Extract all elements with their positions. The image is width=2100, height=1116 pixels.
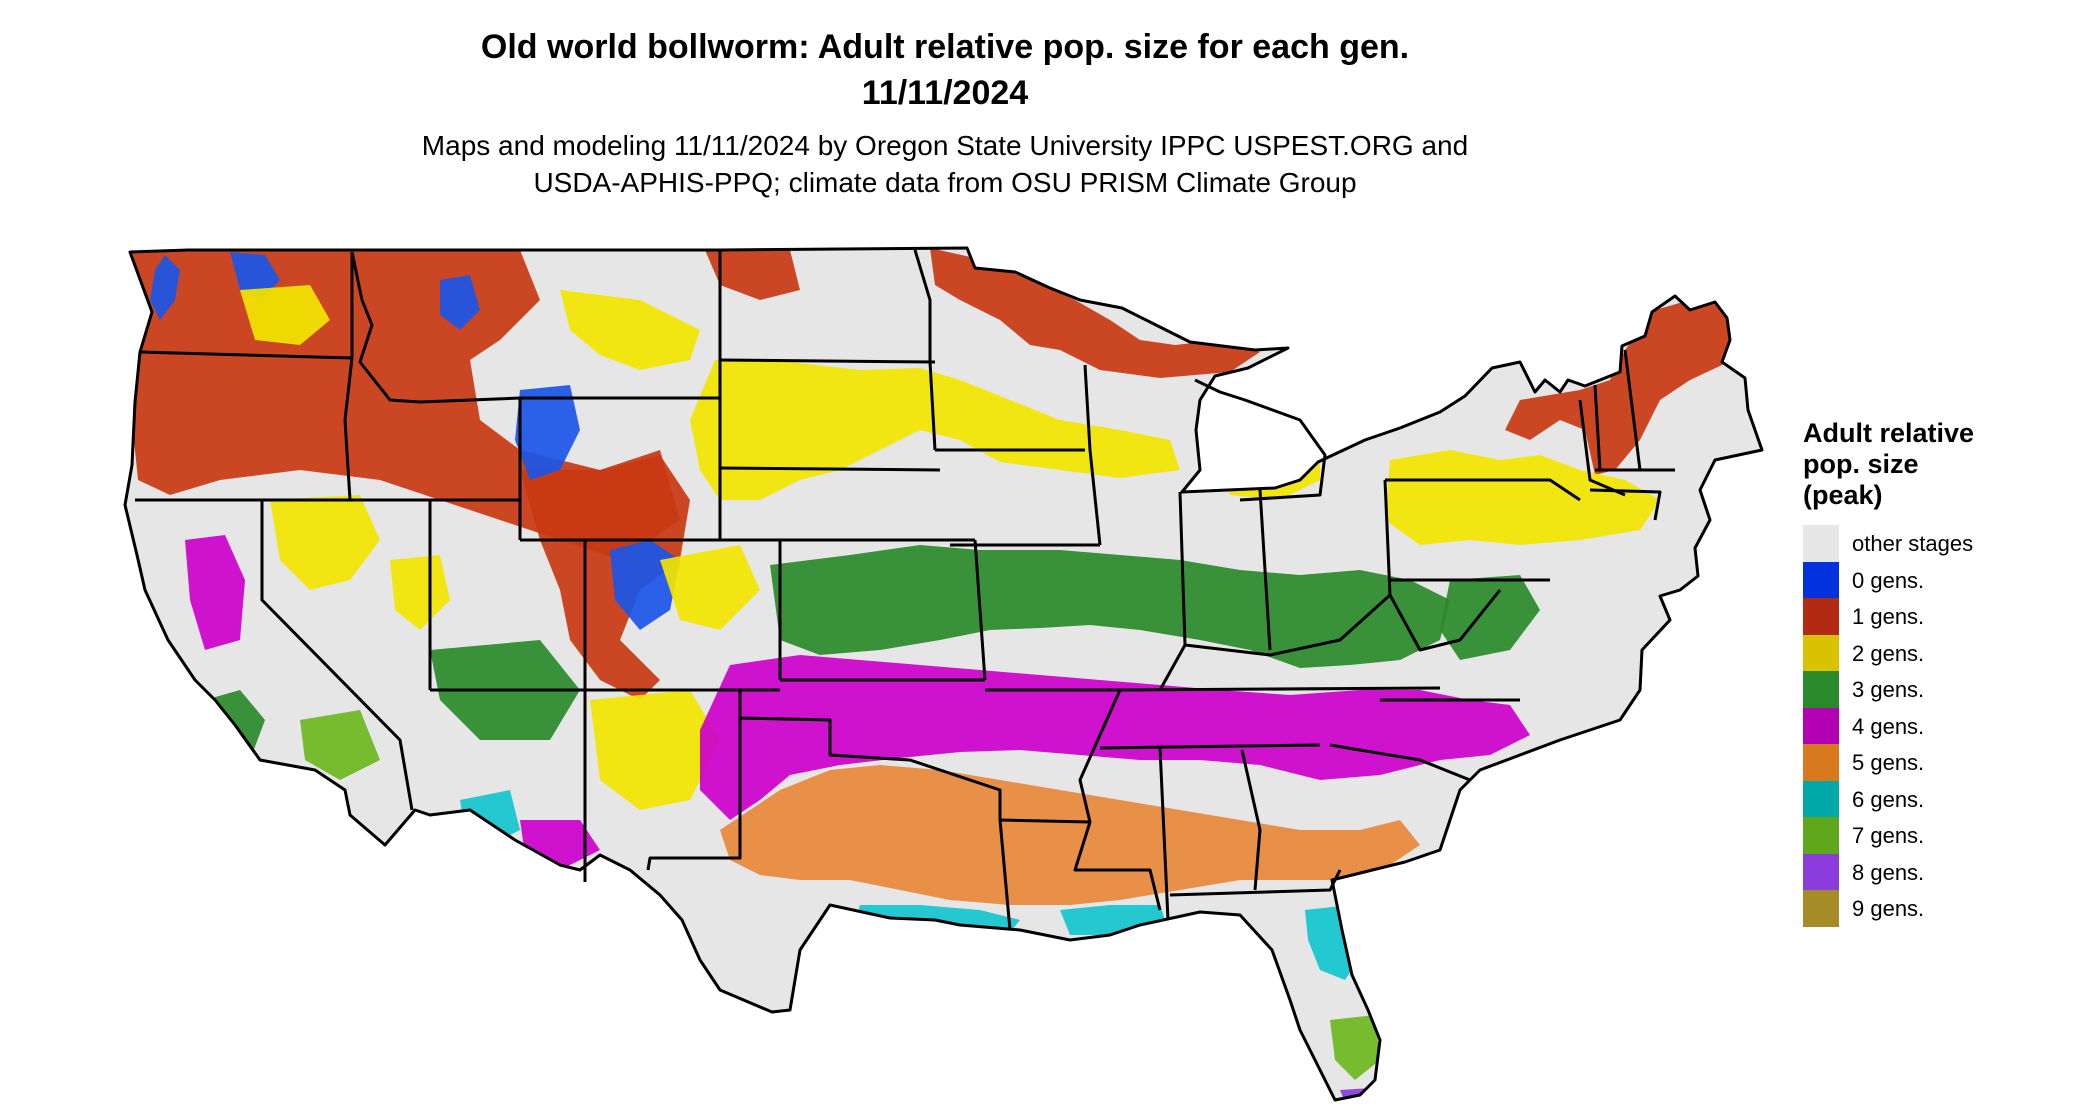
legend-swatch (1803, 890, 1839, 927)
zone-2-gen-washington (240, 285, 330, 345)
legend-item: 0 gens. (1803, 561, 1974, 598)
border-in-oh (1258, 489, 1272, 651)
border-oh-pa (1383, 479, 1392, 596)
legend-label: 3 gens. (1852, 677, 1925, 702)
border-mo-ks (973, 539, 987, 681)
legend-swatch (1803, 853, 1839, 890)
legend-swatch (1803, 744, 1839, 781)
legend-label: 6 gens. (1852, 786, 1925, 812)
legend-item: 6 gens. (1803, 780, 1974, 817)
legend-swatch (1803, 634, 1839, 671)
border-vt-nh (1593, 384, 1602, 471)
legend-label: 8 gens. (1852, 859, 1925, 885)
border-mi-lower (1194, 378, 1327, 502)
legend-swatch (1803, 525, 1839, 562)
legend-item: 4 gens. (1803, 707, 1974, 744)
border-nm-tx (646, 690, 742, 871)
legend-label: 1 gens. (1852, 604, 1925, 629)
zone-3-gen-virginia (1440, 575, 1540, 660)
legend-swatch (1803, 780, 1839, 817)
border-mn-west (913, 249, 937, 451)
subtitle-line-1: Maps and modeling 11/11/2024 by Oregon S… (421, 130, 1469, 161)
zone-2-gen-new-mexico (590, 690, 720, 810)
subtitle-line-2: USDA-APHIS-PPQ; climate data from OSU PR… (533, 167, 1357, 198)
border-nh-me (1623, 349, 1642, 471)
legend-item: 5 gens. (1803, 744, 1974, 781)
zone-7-gen-california-south (300, 710, 380, 780)
legend-swatch (1803, 561, 1839, 598)
map-title: Old world bollworm: Adult relative pop. … (480, 28, 1410, 66)
border-ar-la (999, 818, 1091, 824)
border-ga-fl (1169, 869, 1342, 897)
zone-1-gen-northeast (1505, 300, 1740, 475)
legend-swatch (1803, 671, 1839, 708)
legend-item: 7 gens. (1803, 817, 1974, 854)
legend-item: 1 gens. (1803, 598, 1974, 635)
border-tx-la (998, 819, 1012, 931)
state-borders (123, 246, 1764, 1102)
legend-label: 4 gens. (1852, 713, 1925, 739)
zone-1-gen-lake-superior (930, 248, 1260, 378)
legend-label: 0 gens. (1852, 567, 1925, 593)
zone-4-gen-southern (700, 655, 1530, 820)
border-nd-sd (719, 358, 936, 364)
legend-item: 3 gens. (1803, 671, 1974, 708)
zone-2-gen-colorado-east (660, 545, 760, 630)
border-wa-or (139, 350, 353, 360)
legend-title-line: pop. size (1803, 449, 1919, 479)
zone-0-gen-wyoming (515, 385, 580, 480)
border-oh-ky (1184, 593, 1392, 657)
zone-3-gen-central (770, 545, 1450, 668)
legend-label: other stages (1852, 531, 1974, 556)
border-outline (123, 246, 1764, 1102)
border-al-ga (1240, 749, 1262, 891)
legend-item: 9 gens. (1803, 890, 1974, 927)
zone-4-gen-california (185, 535, 245, 650)
legend-swatch (1803, 598, 1839, 635)
border-ma-ct-ri (1589, 488, 1662, 521)
border-wi-mi (1083, 364, 1102, 546)
legend-label: 5 gens. (1852, 750, 1925, 775)
legend-label: 7 gens. (1852, 823, 1925, 848)
legend-title-line: Adult relative (1803, 418, 1975, 448)
legend-label: 2 gens. (1852, 640, 1925, 666)
border-tn-ky (1119, 686, 1441, 692)
border-tn-south (1099, 743, 1321, 750)
legend-title: Adult relative pop. size (peak) (1803, 418, 1974, 511)
map-date: 11/11/2024 (861, 74, 1029, 112)
legend-title-line: (peak) (1803, 480, 1883, 510)
legend-label: 9 gens. (1852, 896, 1925, 921)
zone-2-gen-nevada (270, 495, 380, 590)
zone-2-gen-montana (560, 290, 700, 370)
border-ok-tx (739, 716, 1002, 820)
border-or-id (343, 357, 354, 501)
border-id-mt (350, 251, 521, 404)
legend-swatch (1803, 707, 1839, 744)
zone-7-gen-south-florida (1330, 1015, 1380, 1080)
zone-0-gen-idaho (440, 275, 480, 330)
legend-item: 8 gens. (1803, 853, 1974, 890)
zone-2-gen-utah (390, 555, 450, 630)
legend: Adult relative pop. size (peak) other st… (1803, 418, 1974, 927)
border-ms-al (1158, 747, 1170, 921)
border-pa-ny (1385, 478, 1581, 502)
legend-swatch (1803, 817, 1839, 854)
zone-1-gen-upper-midwest (705, 250, 800, 300)
zone-0-gen-cascades (150, 255, 180, 320)
border-ar-east (1073, 689, 1162, 911)
legend-item: 2 gens. (1803, 634, 1974, 671)
zone-7-gen-south-texas (815, 955, 880, 1020)
border-nv-ca (260, 500, 414, 811)
legend-items: other stages 0 gens. 1 gens. 2 gens. 3 gens.… (1803, 525, 1974, 927)
zone-6-gen-louisiana (1060, 905, 1170, 935)
zone-5-gen-south (720, 765, 1420, 905)
border-wv-va (1388, 589, 1502, 652)
border-sd-ne (719, 466, 941, 472)
border-nc-sc (1329, 743, 1471, 782)
zone-0-gen-north-rockies (230, 252, 280, 300)
zone-1-gen-rockies (520, 455, 690, 700)
legend-item: other stages (1803, 525, 1974, 562)
zone-2-gen-northeast (1385, 450, 1660, 545)
